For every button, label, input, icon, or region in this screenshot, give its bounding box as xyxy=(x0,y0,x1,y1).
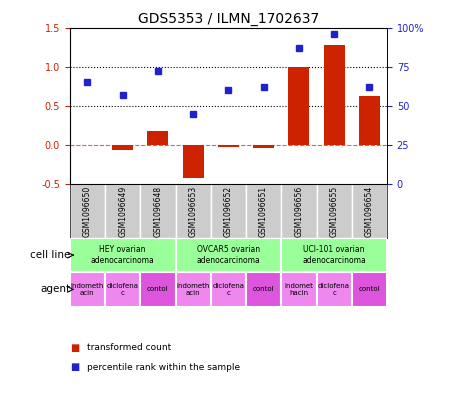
Text: GSM1096652: GSM1096652 xyxy=(224,185,233,237)
Text: GSM1096655: GSM1096655 xyxy=(329,185,338,237)
Bar xyxy=(281,272,316,307)
Bar xyxy=(112,145,133,151)
Bar xyxy=(70,184,105,238)
Text: ■: ■ xyxy=(70,343,79,353)
Bar xyxy=(70,272,105,307)
Bar xyxy=(105,184,140,238)
Bar xyxy=(211,184,246,238)
Text: GSM1096654: GSM1096654 xyxy=(365,185,374,237)
Bar xyxy=(253,145,274,148)
Bar xyxy=(352,184,387,238)
Bar xyxy=(176,272,211,307)
Title: GDS5353 / ILMN_1702637: GDS5353 / ILMN_1702637 xyxy=(138,13,319,26)
Bar xyxy=(246,184,281,238)
Text: diclofena
c: diclofena c xyxy=(318,283,350,296)
Bar xyxy=(183,145,204,178)
Text: diclofena
c: diclofena c xyxy=(107,283,139,296)
Text: contol: contol xyxy=(253,286,274,292)
Text: GSM1096651: GSM1096651 xyxy=(259,185,268,237)
Text: HEY ovarian
adenocarcinoma: HEY ovarian adenocarcinoma xyxy=(91,246,154,265)
Bar xyxy=(218,145,239,147)
Text: GSM1096656: GSM1096656 xyxy=(294,185,303,237)
Bar xyxy=(70,238,176,272)
Bar xyxy=(140,184,176,238)
Bar xyxy=(316,184,352,238)
Bar xyxy=(246,272,281,307)
Text: GSM1096650: GSM1096650 xyxy=(83,185,92,237)
Text: UCI-101 ovarian
adenocarcinoma: UCI-101 ovarian adenocarcinoma xyxy=(302,246,366,265)
Bar xyxy=(324,45,345,145)
Text: cell line: cell line xyxy=(30,250,70,260)
Bar xyxy=(359,96,380,145)
Bar xyxy=(147,131,168,145)
Text: GSM1096648: GSM1096648 xyxy=(153,185,162,237)
Bar xyxy=(281,238,387,272)
Bar xyxy=(176,184,211,238)
Text: contol: contol xyxy=(147,286,169,292)
Text: GSM1096649: GSM1096649 xyxy=(118,185,127,237)
Text: ■: ■ xyxy=(70,362,79,373)
Text: OVCAR5 ovarian
adenocarcinoma: OVCAR5 ovarian adenocarcinoma xyxy=(197,246,260,265)
Text: percentile rank within the sample: percentile rank within the sample xyxy=(87,363,240,372)
Bar xyxy=(140,272,176,307)
Bar xyxy=(288,67,310,145)
Text: GSM1096653: GSM1096653 xyxy=(189,185,198,237)
Text: diclofena
c: diclofena c xyxy=(212,283,244,296)
Text: contol: contol xyxy=(359,286,380,292)
Bar xyxy=(352,272,387,307)
Text: indomet
hacin: indomet hacin xyxy=(284,283,313,296)
Text: agent: agent xyxy=(40,285,70,294)
Text: transformed count: transformed count xyxy=(87,343,171,352)
Text: indometh
acin: indometh acin xyxy=(71,283,104,296)
Bar xyxy=(176,238,281,272)
Bar xyxy=(105,272,140,307)
Text: indometh
acin: indometh acin xyxy=(176,283,210,296)
Bar xyxy=(281,184,316,238)
Bar xyxy=(316,272,352,307)
Bar xyxy=(211,272,246,307)
